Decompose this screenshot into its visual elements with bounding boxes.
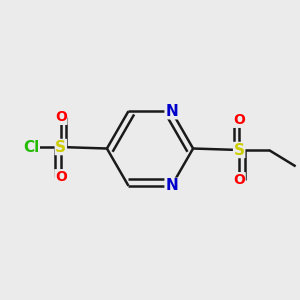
Text: O: O: [55, 170, 67, 184]
Text: S: S: [234, 142, 245, 158]
Text: S: S: [55, 140, 66, 154]
Text: O: O: [55, 110, 67, 124]
Text: O: O: [233, 113, 245, 127]
Text: N: N: [165, 104, 178, 119]
Text: O: O: [233, 173, 245, 187]
Text: N: N: [165, 178, 178, 193]
Text: Cl: Cl: [23, 140, 39, 154]
